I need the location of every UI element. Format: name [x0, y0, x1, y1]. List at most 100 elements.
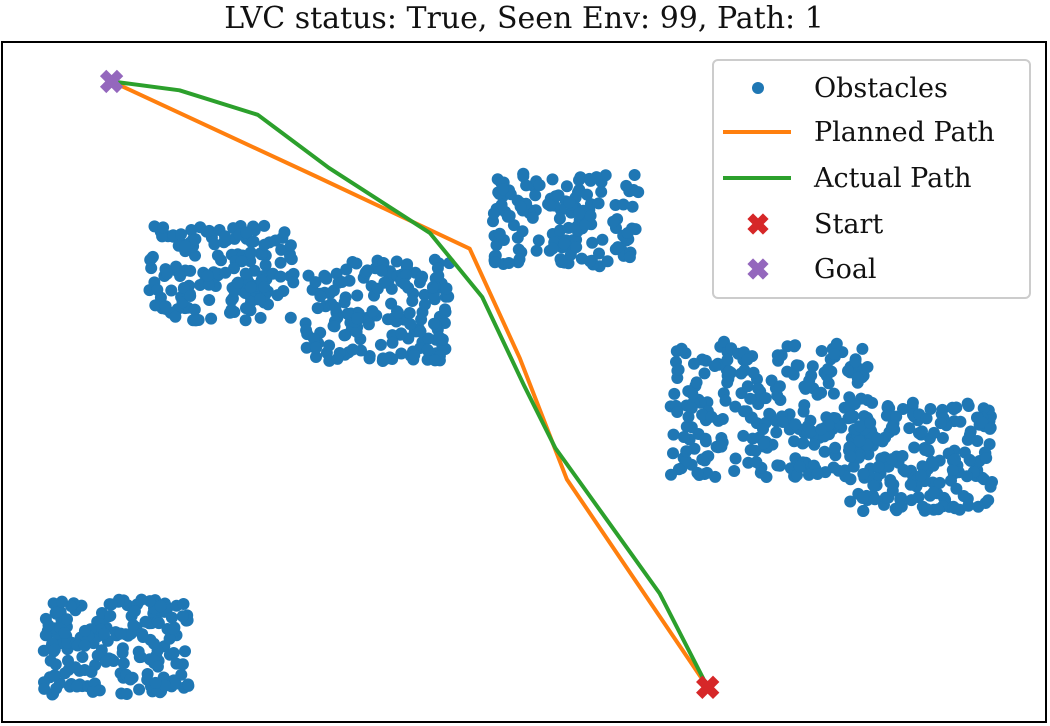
obstacle-point: [595, 185, 608, 198]
obstacle-cluster: [37, 593, 195, 701]
obstacle-cluster: [143, 219, 300, 327]
obstacle-point: [258, 219, 271, 232]
obstacle-point: [830, 337, 843, 350]
obstacle-point: [240, 226, 253, 239]
obstacle-point: [705, 410, 718, 423]
obstacle-point: [202, 278, 215, 291]
obstacle-point: [890, 410, 903, 423]
obstacle-point: [815, 423, 828, 436]
obstacle-point: [395, 347, 408, 360]
obstacle-point: [977, 402, 990, 415]
obstacle-point: [488, 256, 501, 269]
obstacle-point: [735, 367, 748, 380]
obstacle-point: [93, 684, 106, 697]
obstacle-point: [691, 466, 704, 479]
obstacle-point: [897, 463, 910, 476]
obstacle-point: [903, 422, 916, 435]
obstacle-point: [65, 600, 77, 612]
obstacle-point: [392, 306, 404, 319]
obstacle-point: [925, 455, 938, 468]
obstacle-point: [570, 241, 583, 254]
obstacle-point: [184, 264, 197, 277]
obstacle-point: [723, 365, 736, 378]
obstacle-point: [189, 233, 202, 246]
obstacle-point: [716, 413, 729, 425]
obstacle-point: [428, 317, 440, 330]
obstacle-point: [300, 324, 313, 337]
obstacle-point: [984, 422, 996, 435]
obstacle-point: [672, 363, 685, 376]
legend: Obstacles Planned Path Actual Path Start…: [712, 59, 1031, 299]
obstacle-point: [857, 505, 870, 517]
obstacle-point: [971, 435, 984, 447]
obstacles-layer: [37, 167, 998, 701]
markers-layer: [99, 69, 720, 699]
obstacle-point: [167, 647, 180, 659]
obstacle-point: [338, 329, 351, 342]
obstacle-point: [254, 293, 266, 306]
obstacle-point: [721, 353, 734, 366]
obstacle-point: [421, 343, 434, 356]
obstacle-point: [105, 598, 118, 611]
obstacle-point: [593, 247, 605, 260]
obstacle-point: [592, 197, 605, 210]
obstacle-point: [311, 302, 324, 315]
obstacle-point: [170, 657, 183, 670]
obstacle-point: [188, 303, 201, 316]
obstacle-point: [675, 342, 688, 355]
obstacle-point: [821, 363, 834, 375]
obstacle-point: [378, 276, 391, 289]
obstacle-point: [169, 310, 182, 323]
obstacle-point: [936, 432, 949, 444]
obstacle-point: [244, 255, 257, 268]
obstacle-point: [964, 425, 977, 438]
obstacle-point: [708, 360, 721, 372]
legend-obstacles-marker: [752, 82, 764, 94]
obstacle-point: [254, 311, 267, 324]
obstacle-point: [38, 682, 51, 695]
obstacle-point: [853, 420, 866, 433]
obstacle-point: [61, 636, 74, 649]
obstacle-point: [845, 410, 857, 423]
obstacle-point: [151, 283, 164, 296]
obstacle-point: [39, 612, 52, 625]
obstacle-point: [404, 318, 417, 331]
obstacle-point: [586, 236, 599, 249]
obstacle-point: [49, 658, 62, 671]
obstacle-point: [159, 300, 172, 313]
obstacle-point: [176, 610, 189, 623]
obstacle-point: [949, 502, 961, 515]
obstacle-point: [797, 437, 810, 450]
obstacle-point: [980, 452, 993, 464]
obstacle-point: [379, 352, 392, 365]
obstacle-point: [885, 453, 898, 466]
chart-title: LVC status: True, Seen Env: 99, Path: 1: [224, 1, 824, 36]
obstacle-point: [331, 352, 344, 365]
obstacle-point: [621, 227, 634, 239]
obstacle-point: [287, 276, 300, 289]
obstacle-point: [426, 281, 439, 294]
obstacle-point: [255, 248, 268, 261]
obstacle-point: [200, 225, 213, 238]
obstacle-point: [680, 445, 693, 458]
obstacle-point: [175, 228, 187, 241]
obstacle-point: [688, 357, 700, 370]
obstacle-point: [770, 426, 783, 439]
obstacle-point: [560, 180, 573, 193]
obstacle-point: [760, 471, 773, 483]
obstacle-point: [517, 170, 530, 183]
obstacle-point: [843, 441, 856, 454]
obstacle-point: [58, 627, 71, 639]
obstacle-point: [573, 174, 585, 187]
obstacle-point: [120, 688, 133, 700]
obstacle-point: [715, 440, 728, 453]
obstacle-point: [787, 368, 800, 381]
obstacle-point: [749, 444, 762, 457]
obstacle-point: [546, 173, 559, 186]
obstacle-point: [546, 242, 559, 255]
obstacle-point: [759, 392, 772, 405]
obstacle-point: [532, 234, 545, 247]
obstacle-point: [529, 189, 542, 202]
obstacle-point: [533, 179, 546, 192]
